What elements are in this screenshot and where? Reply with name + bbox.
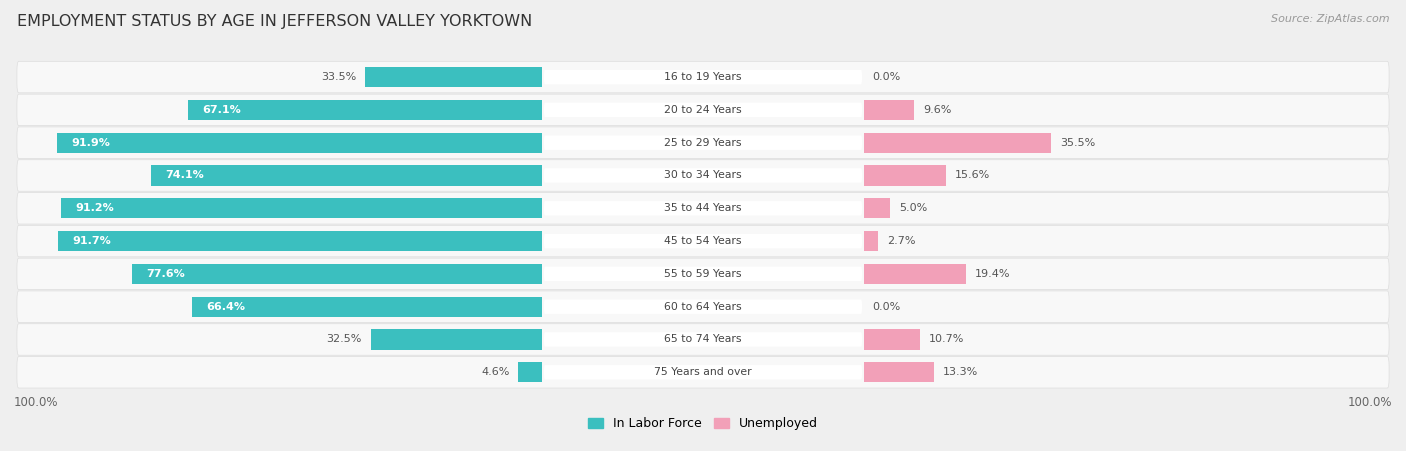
Text: 0.0%: 0.0% (872, 72, 901, 82)
Bar (58, 231, 543, 251)
Text: 20 to 24 Years: 20 to 24 Years (664, 105, 742, 115)
Text: 25 to 29 Years: 25 to 29 Years (664, 138, 742, 147)
Text: 2.7%: 2.7% (887, 236, 915, 246)
FancyBboxPatch shape (544, 168, 862, 183)
Text: 15.6%: 15.6% (955, 170, 990, 180)
Text: 60 to 64 Years: 60 to 64 Years (664, 302, 742, 312)
FancyBboxPatch shape (544, 234, 862, 249)
Text: 100.0%: 100.0% (1347, 396, 1392, 409)
Bar (863, 362, 934, 382)
FancyBboxPatch shape (544, 332, 862, 347)
Text: 100.0%: 100.0% (14, 396, 59, 409)
Text: 13.3%: 13.3% (942, 367, 977, 377)
Bar (56, 133, 543, 153)
Bar (132, 264, 543, 284)
Text: 19.4%: 19.4% (974, 269, 1011, 279)
FancyBboxPatch shape (17, 193, 1389, 224)
FancyBboxPatch shape (544, 70, 862, 84)
Bar (191, 296, 543, 317)
FancyBboxPatch shape (17, 324, 1389, 355)
Text: 32.5%: 32.5% (326, 335, 361, 345)
FancyBboxPatch shape (17, 127, 1389, 158)
Text: 30 to 34 Years: 30 to 34 Years (664, 170, 742, 180)
Text: 55 to 59 Years: 55 to 59 Years (664, 269, 742, 279)
Text: 5.0%: 5.0% (898, 203, 927, 213)
FancyBboxPatch shape (544, 365, 862, 379)
FancyBboxPatch shape (17, 160, 1389, 191)
Text: 0.0%: 0.0% (872, 302, 901, 312)
Text: 91.7%: 91.7% (72, 236, 111, 246)
FancyBboxPatch shape (544, 135, 862, 150)
FancyBboxPatch shape (17, 61, 1389, 93)
Bar (366, 67, 543, 87)
Bar (863, 198, 890, 218)
FancyBboxPatch shape (544, 267, 862, 281)
Bar (188, 100, 543, 120)
Text: 66.4%: 66.4% (205, 302, 245, 312)
Legend: In Labor Force, Unemployed: In Labor Force, Unemployed (583, 412, 823, 435)
FancyBboxPatch shape (544, 103, 862, 117)
Bar (863, 329, 921, 350)
Text: EMPLOYMENT STATUS BY AGE IN JEFFERSON VALLEY YORKTOWN: EMPLOYMENT STATUS BY AGE IN JEFFERSON VA… (17, 14, 531, 28)
Text: 77.6%: 77.6% (146, 269, 186, 279)
Text: Source: ZipAtlas.com: Source: ZipAtlas.com (1271, 14, 1389, 23)
Bar (863, 264, 966, 284)
Text: 35 to 44 Years: 35 to 44 Years (664, 203, 742, 213)
Bar (863, 133, 1052, 153)
Text: 91.9%: 91.9% (72, 138, 110, 147)
Text: 4.6%: 4.6% (481, 367, 509, 377)
Text: 10.7%: 10.7% (929, 335, 965, 345)
Bar (371, 329, 543, 350)
Text: 67.1%: 67.1% (202, 105, 240, 115)
Text: 65 to 74 Years: 65 to 74 Years (664, 335, 742, 345)
Bar (863, 100, 914, 120)
FancyBboxPatch shape (17, 258, 1389, 290)
FancyBboxPatch shape (544, 299, 862, 314)
FancyBboxPatch shape (544, 201, 862, 216)
Bar (150, 166, 543, 186)
FancyBboxPatch shape (17, 291, 1389, 322)
Bar (517, 362, 543, 382)
FancyBboxPatch shape (17, 226, 1389, 257)
Bar (60, 198, 543, 218)
Bar (863, 166, 946, 186)
Text: 35.5%: 35.5% (1060, 138, 1095, 147)
Text: 91.2%: 91.2% (75, 203, 114, 213)
Text: 33.5%: 33.5% (322, 72, 357, 82)
FancyBboxPatch shape (17, 94, 1389, 126)
Text: 45 to 54 Years: 45 to 54 Years (664, 236, 742, 246)
FancyBboxPatch shape (17, 357, 1389, 388)
Bar (863, 231, 877, 251)
Text: 74.1%: 74.1% (166, 170, 204, 180)
Text: 75 Years and over: 75 Years and over (654, 367, 752, 377)
Text: 9.6%: 9.6% (924, 105, 952, 115)
Text: 16 to 19 Years: 16 to 19 Years (664, 72, 742, 82)
